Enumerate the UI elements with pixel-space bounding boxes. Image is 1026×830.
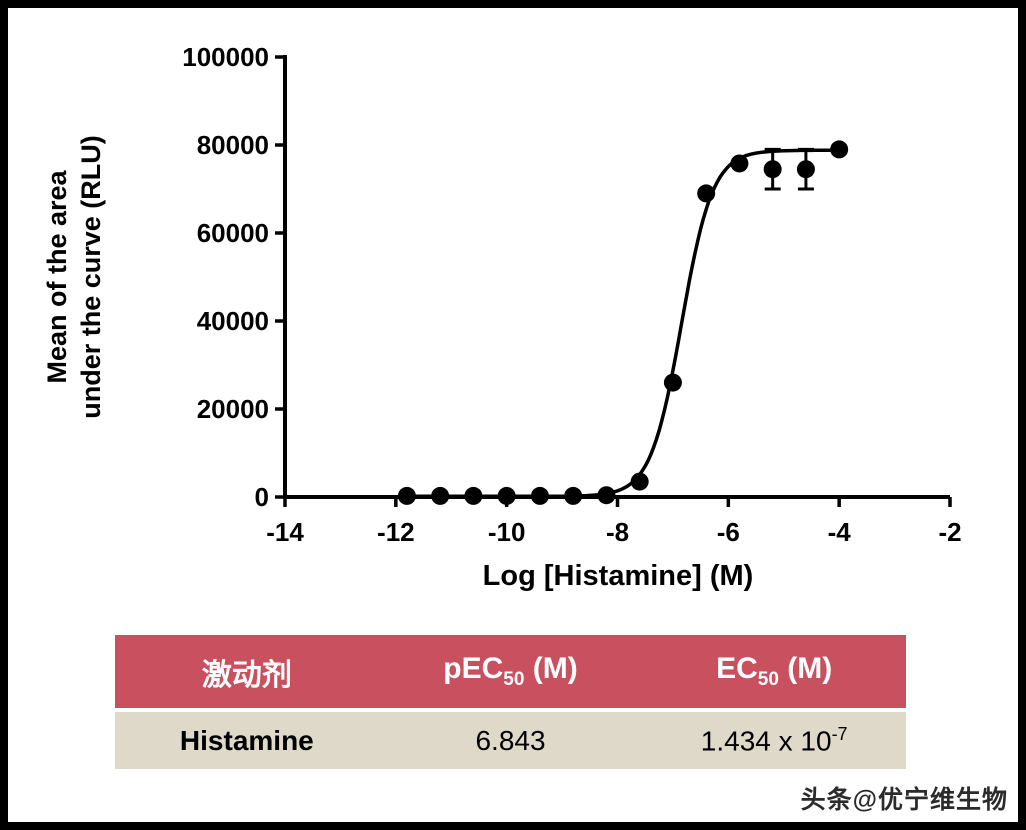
- y-tick-label: 40000: [197, 306, 269, 336]
- table-cell-agonist: Histamine: [179, 724, 314, 756]
- table-header-pec50: pEC50 (M): [443, 652, 578, 690]
- watermark-text: 头条@优宁维生物: [800, 786, 1008, 814]
- data-point: [497, 486, 516, 505]
- data-point: [630, 472, 649, 491]
- data-point: [763, 160, 782, 179]
- data-point: [464, 486, 483, 505]
- x-tick-label: -4: [828, 517, 852, 547]
- data-point: [597, 486, 616, 505]
- dose-response-chart: -14 -12 -10 -8 -6 -4 -2 0 20000 40000 60000 80000 10…: [182, 42, 961, 547]
- data-point: [663, 373, 682, 392]
- data-point: [796, 160, 815, 179]
- x-tick-label: -6: [717, 517, 740, 547]
- y-tick-label: 100000: [182, 42, 269, 72]
- table-header-agonist: 激动剂: [201, 658, 292, 692]
- y-axis-title: Mean of the area under the curve (RLU): [40, 56, 110, 498]
- data-point: [697, 184, 716, 203]
- y-tick-label: 20000: [197, 394, 269, 424]
- y-axis-title-line1: Mean of the area: [42, 170, 72, 384]
- y-tick-label: 80000: [197, 130, 269, 160]
- data-point: [564, 486, 583, 505]
- table-header-row: 激动剂 pEC50 (M) EC50 (M): [115, 635, 906, 708]
- y-tick-label: 0: [255, 482, 269, 512]
- ec50-results-table: 激动剂 pEC50 (M) EC50 (M) Histamine 6.843 1…: [115, 635, 906, 769]
- x-tick-label: -2: [938, 517, 961, 547]
- y-tick-label: 60000: [197, 218, 269, 248]
- x-tick-label: -12: [377, 517, 415, 547]
- table-header-ec50: EC50 (M): [716, 652, 833, 690]
- y-axis-title-line2: under the curve (RLU): [76, 135, 106, 419]
- data-point: [397, 486, 416, 505]
- x-tick-label: -8: [606, 517, 629, 547]
- table-data-row: Histamine 6.843 1.434 x 10-7: [115, 712, 906, 769]
- table-cell-pec50: 6.843: [475, 724, 546, 756]
- data-point: [730, 154, 749, 173]
- data-point: [530, 486, 549, 505]
- table-cell-ec50: 1.434 x 10-7: [700, 723, 848, 757]
- x-tick-label: -10: [488, 517, 526, 547]
- x-axis-title: Log [Histamine] (M): [482, 560, 754, 592]
- data-point: [830, 140, 849, 159]
- fit-curve: [402, 148, 844, 499]
- x-tick-label: -14: [266, 517, 304, 547]
- data-point: [431, 486, 450, 505]
